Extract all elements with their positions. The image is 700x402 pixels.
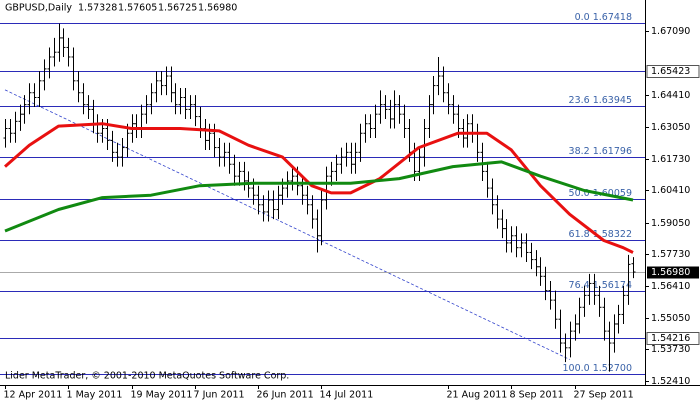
y-tick-label: 1.67090	[651, 26, 690, 37]
moving-average	[4, 160, 634, 233]
ohlc-label: 1.57328	[78, 3, 117, 14]
level-label: 1.65423	[651, 66, 690, 77]
x-tick-label: 8 Sep 2011	[510, 390, 564, 401]
y-tick-label: 1.53730	[651, 344, 690, 355]
x-tick-label: 27 Sep 2011	[574, 390, 634, 401]
x-tick-label: 1 May 2011	[67, 390, 123, 401]
ohlc-label: 1.56980	[198, 3, 237, 14]
moving-average	[4, 122, 634, 254]
fib-label: 0.0 1.67418	[575, 12, 632, 23]
y-tick-label: 1.56410	[651, 281, 690, 292]
fib-label: 23.6 1.63945	[569, 95, 632, 106]
y-tick-label: 1.57730	[651, 249, 690, 260]
y-tick-label: 1.55050	[651, 313, 690, 324]
ohlc-label: 1.57605	[118, 3, 157, 14]
x-tick-label: 12 Apr 2011	[4, 390, 63, 401]
x-tick-label: 21 Aug 2011	[447, 390, 508, 401]
current-price-label: 1.56980	[651, 267, 690, 278]
y-tick-label: 1.64410	[651, 90, 690, 101]
ohlc-label: 1.56725	[158, 3, 197, 14]
y-tick-label: 1.59050	[651, 218, 690, 229]
y-tick-label: 1.63050	[651, 122, 690, 133]
level-box	[646, 332, 700, 345]
level-label: 1.54216	[651, 333, 690, 344]
x-tick-label: 14 Jul 2011	[320, 390, 374, 401]
x-tick-label: 7 Jun 2011	[194, 390, 245, 401]
y-tick-label: 1.52410	[651, 376, 690, 387]
y-tick-label: 1.60410	[651, 185, 690, 196]
fib-label: 76.4 1.56174	[569, 280, 632, 291]
level-box	[646, 65, 700, 78]
footer: Lider MetaTrader, © 2001-2010 MetaQuotes…	[5, 371, 289, 382]
chart-title: GBPUSD,Daily	[5, 3, 72, 14]
fib-label: 61.8 1.58322	[569, 229, 632, 240]
x-tick-label: 19 May 2011	[131, 390, 193, 401]
fib-label: 100.0 1.52700	[562, 363, 632, 374]
current-price-box	[647, 266, 699, 279]
fib-label: 38.2 1.61796	[569, 146, 632, 157]
y-tick-label: 1.61730	[651, 154, 690, 165]
trendline	[4, 89, 570, 360]
x-tick-label: 26 Jun 2011	[257, 390, 314, 401]
